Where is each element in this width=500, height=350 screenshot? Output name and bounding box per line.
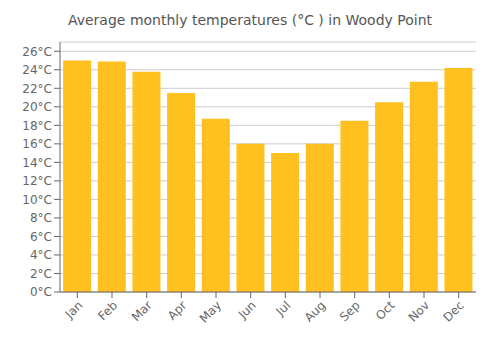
- svg-text:24°C: 24°C: [22, 63, 52, 77]
- svg-text:22°C: 22°C: [22, 82, 52, 96]
- svg-text:Aug: Aug: [302, 298, 328, 324]
- svg-text:May: May: [197, 298, 224, 325]
- svg-text:Mar: Mar: [129, 298, 155, 324]
- svg-text:Apr: Apr: [165, 298, 190, 323]
- svg-text:Jul: Jul: [273, 298, 294, 319]
- svg-text:20°C: 20°C: [22, 100, 52, 114]
- svg-text:4°C: 4°C: [30, 248, 52, 262]
- svg-text:Sep: Sep: [337, 298, 363, 324]
- svg-text:Nov: Nov: [406, 298, 432, 324]
- svg-text:Oct: Oct: [373, 298, 398, 323]
- svg-text:18°C: 18°C: [22, 119, 52, 133]
- svg-text:16°C: 16°C: [22, 137, 52, 151]
- svg-text:0°C: 0°C: [30, 285, 52, 299]
- svg-text:Feb: Feb: [95, 298, 120, 323]
- svg-text:26°C: 26°C: [22, 45, 52, 59]
- svg-text:10°C: 10°C: [22, 193, 52, 207]
- svg-text:Jun: Jun: [235, 298, 259, 322]
- svg-text:Dec: Dec: [440, 298, 466, 324]
- html-text:Average monthly temperatures (: Average monthly temperatures (°C ) in Wo…: [67, 12, 432, 28]
- svg-text:12°C: 12°C: [22, 174, 52, 188]
- svg-text:14°C: 14°C: [22, 156, 52, 170]
- svg-text:Jan: Jan: [62, 298, 86, 322]
- svg-text:2°C: 2°C: [30, 267, 52, 281]
- svg-text:8°C: 8°C: [30, 211, 52, 225]
- svg-text:6°C: 6°C: [30, 230, 52, 244]
